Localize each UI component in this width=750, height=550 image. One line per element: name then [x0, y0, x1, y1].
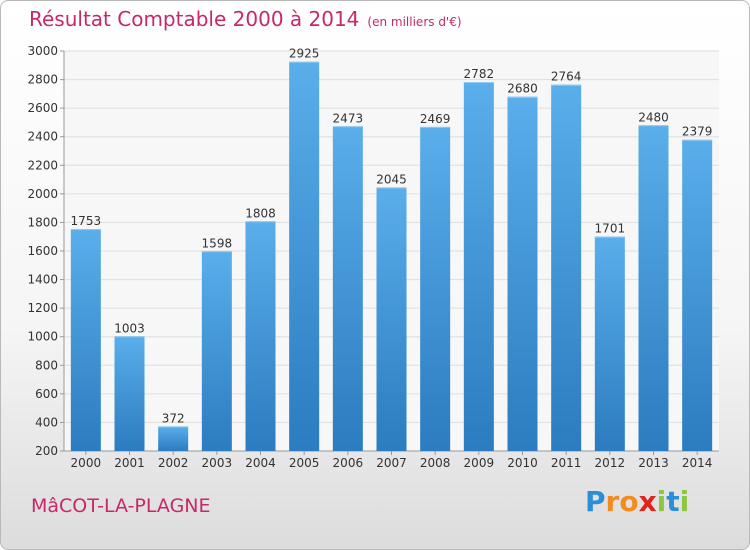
- data-label: 2925: [289, 47, 320, 61]
- data-label: 2480: [638, 110, 669, 124]
- data-label: 1753: [71, 214, 102, 228]
- x-tick-label: 2007: [376, 456, 407, 470]
- logo-letter: i: [679, 485, 690, 518]
- data-label: 1598: [202, 236, 233, 250]
- x-tick-label: 2013: [638, 456, 669, 470]
- bar: [638, 125, 669, 452]
- title-unit: (en milliers d'€): [367, 15, 462, 29]
- data-label: 2782: [464, 67, 495, 81]
- bar: [114, 336, 145, 451]
- proxiti-logo: Proxiti: [585, 485, 689, 518]
- chart-title: Résultat Comptable 2000 à 2014 (en millie…: [29, 7, 462, 31]
- logo-letter: t: [666, 485, 680, 518]
- y-tick-label: 1800: [27, 215, 58, 229]
- y-tick-label: 2000: [27, 187, 58, 201]
- bar: [158, 426, 189, 451]
- title-text: Résultat Comptable 2000 à 2014: [29, 7, 360, 31]
- data-label: 2680: [507, 82, 538, 96]
- data-label: 2469: [420, 112, 451, 126]
- y-tick-label: 3000: [27, 44, 58, 58]
- data-label: 372: [162, 411, 185, 425]
- x-tick-label: 2005: [289, 456, 320, 470]
- x-tick-label: 2014: [682, 456, 713, 470]
- bar: [507, 96, 538, 451]
- bar: [594, 236, 625, 451]
- y-tick-label: 400: [35, 415, 58, 429]
- y-tick-label: 600: [35, 387, 58, 401]
- bar: [70, 229, 101, 451]
- bar: [551, 84, 582, 451]
- x-tick-label: 2001: [114, 456, 145, 470]
- x-tick-label: 2010: [507, 456, 538, 470]
- bar: [245, 221, 276, 451]
- y-tick-label: 1600: [27, 244, 58, 258]
- y-tick-label: 800: [35, 358, 58, 372]
- place-name: MâCOT-LA-PLAGNE: [31, 495, 211, 517]
- y-tick-label: 2400: [27, 130, 58, 144]
- x-tick-label: 2009: [464, 456, 495, 470]
- x-tick-label: 2003: [202, 456, 233, 470]
- logo-letter: o: [619, 485, 639, 518]
- y-tick-label: 1400: [27, 273, 58, 287]
- bar: [682, 139, 713, 451]
- bar: [332, 126, 363, 452]
- data-label: 2764: [551, 70, 582, 84]
- y-tick-label: 2800: [27, 73, 58, 87]
- y-tick-label: 1200: [27, 301, 58, 315]
- x-tick-label: 2004: [245, 456, 276, 470]
- data-label: 2379: [682, 125, 713, 139]
- x-tick-label: 2002: [158, 456, 189, 470]
- x-tick-label: 2012: [595, 456, 626, 470]
- y-tick-label: 200: [35, 444, 58, 458]
- x-tick-label: 2008: [420, 456, 451, 470]
- bar: [289, 61, 320, 451]
- data-label: 1003: [114, 321, 145, 335]
- bar: [376, 187, 407, 451]
- data-labels: 1753 1003 372 1598 1808 2925 2473 2045 2469 2782 2…: [71, 47, 713, 426]
- logo-letter: r: [605, 485, 620, 518]
- x-tick-label: 2006: [333, 456, 364, 470]
- data-label: 2045: [376, 172, 407, 186]
- y-tick-label: 2600: [27, 101, 58, 115]
- logo-letter: P: [585, 485, 606, 518]
- bars: [70, 61, 713, 452]
- bar: [201, 251, 232, 451]
- y-tick-label: 1000: [27, 330, 58, 344]
- bar: [463, 82, 494, 452]
- bar: [420, 126, 451, 451]
- data-label: 1701: [595, 222, 626, 236]
- y-tick-label: 2200: [27, 158, 58, 172]
- data-label: 2473: [333, 111, 364, 125]
- x-tick-label: 2000: [71, 456, 102, 470]
- x-tick-label: 2011: [551, 456, 582, 470]
- logo-letter: x: [638, 485, 657, 518]
- data-label: 1808: [245, 206, 276, 220]
- logo-letter: i: [656, 485, 667, 518]
